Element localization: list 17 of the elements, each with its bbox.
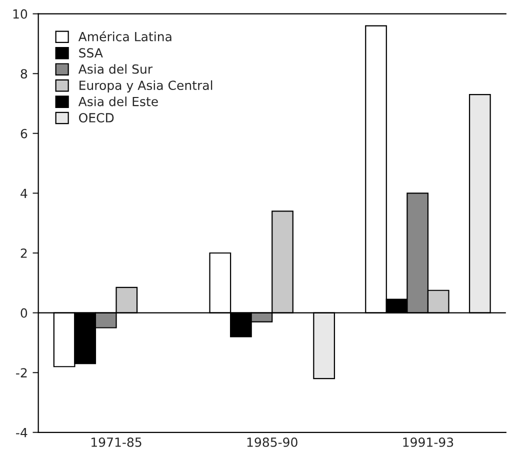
y-tick-label: 0 <box>20 308 28 318</box>
y-tick-label: 4 <box>20 188 28 198</box>
y-tick-label: -4 <box>16 428 28 438</box>
legend-label: Europa y Asia Central <box>80 80 212 92</box>
y-tick-label: -2 <box>16 368 27 378</box>
y-tick-label: 6 <box>20 128 28 138</box>
x-tick-label: 1985-90 <box>247 437 298 447</box>
legend-label: SSA <box>79 48 103 58</box>
x-tick-label: 1971-85 <box>92 437 142 447</box>
legend-label: OECD <box>79 113 114 122</box>
legend-label: América Latina <box>78 31 172 42</box>
legend-label: Asia del Sur <box>78 64 153 74</box>
y-tick-label: 2 <box>20 248 27 258</box>
legend-label: Asia del Este <box>78 96 158 106</box>
x-tick-label: 1991-93 <box>403 437 454 447</box>
y-tick-label: 8 <box>20 69 28 79</box>
y-tick-label: 10 <box>13 9 28 19</box>
